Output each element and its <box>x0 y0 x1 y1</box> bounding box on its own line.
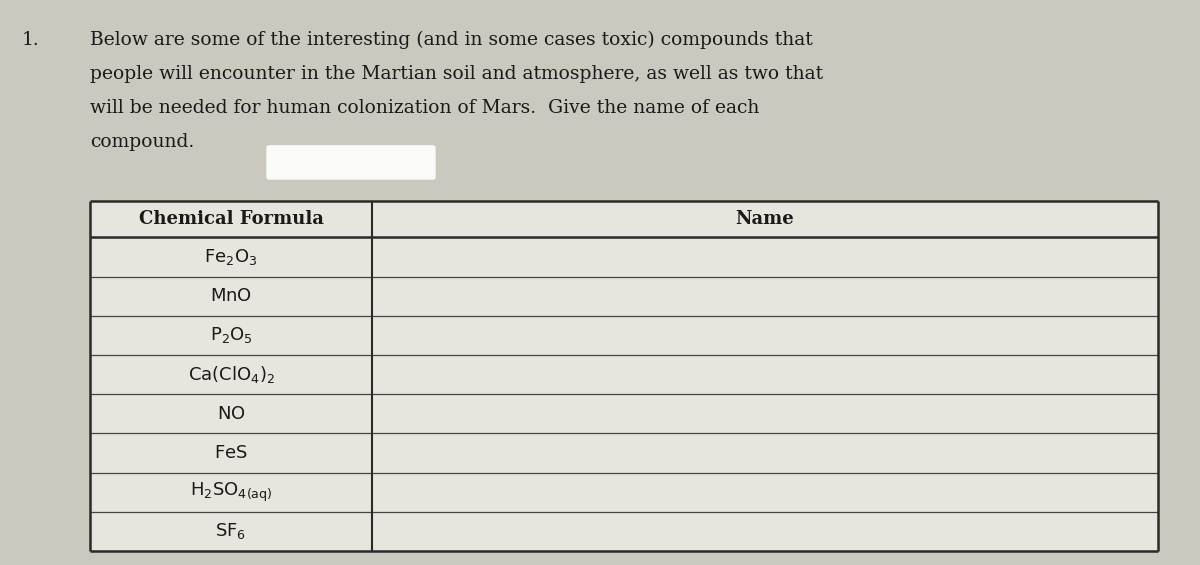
Text: will be needed for human colonization of Mars.  Give the name of each: will be needed for human colonization of… <box>90 99 760 117</box>
Text: Below are some of the interesting (and in some cases toxic) compounds that: Below are some of the interesting (and i… <box>90 31 812 49</box>
Bar <box>90 201 1158 551</box>
Text: $\mathrm{MnO}$: $\mathrm{MnO}$ <box>210 287 252 305</box>
Text: $\mathrm{NO}$: $\mathrm{NO}$ <box>217 405 245 423</box>
FancyBboxPatch shape <box>266 145 436 180</box>
Text: Name: Name <box>736 210 794 228</box>
Text: $\mathrm{SF_6}$: $\mathrm{SF_6}$ <box>216 521 246 541</box>
Text: $\mathrm{Ca(ClO_4)_2}$: $\mathrm{Ca(ClO_4)_2}$ <box>187 364 275 385</box>
Text: people will encounter in the Martian soil and atmosphere, as well as two that: people will encounter in the Martian soi… <box>90 65 823 83</box>
Text: $\mathrm{H_2SO_{4(aq)}}$: $\mathrm{H_2SO_{4(aq)}}$ <box>190 480 272 504</box>
Text: compound.: compound. <box>90 133 194 151</box>
Text: 1.: 1. <box>22 31 40 49</box>
Text: $\mathrm{Fe_2O_3}$: $\mathrm{Fe_2O_3}$ <box>204 247 258 267</box>
Text: $\mathrm{FeS}$: $\mathrm{FeS}$ <box>214 444 248 462</box>
Text: $\mathrm{P_2O_5}$: $\mathrm{P_2O_5}$ <box>210 325 252 345</box>
Text: Chemical Formula: Chemical Formula <box>138 210 324 228</box>
